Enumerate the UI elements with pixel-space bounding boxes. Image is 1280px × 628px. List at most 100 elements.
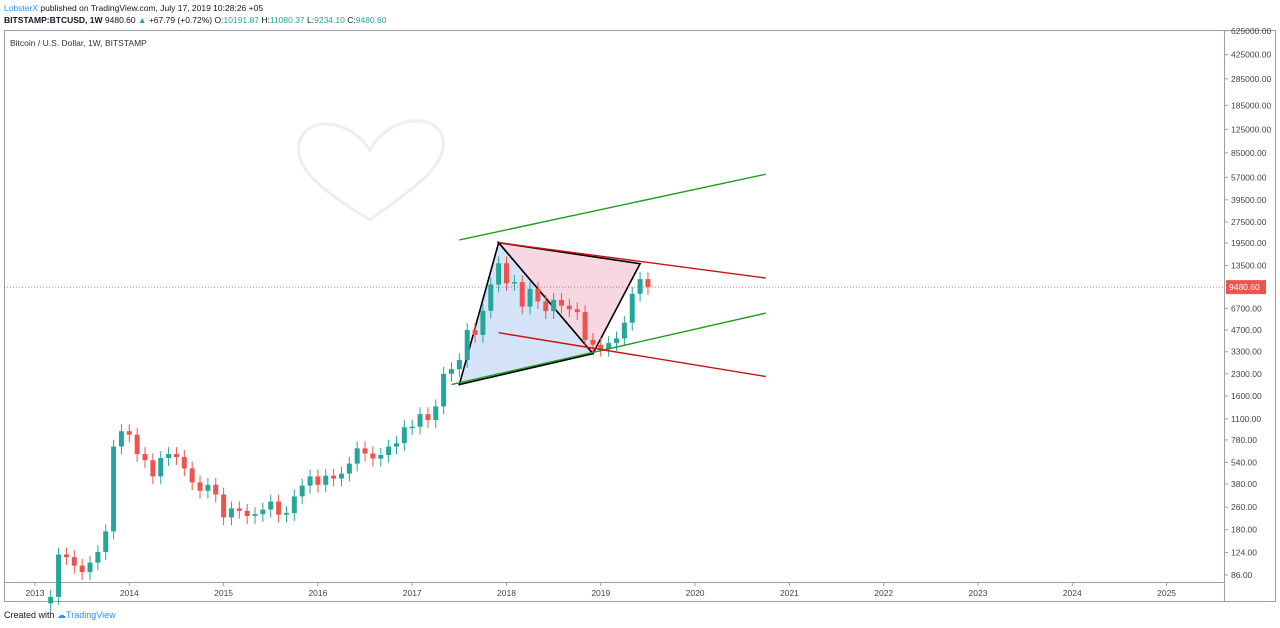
candle-body xyxy=(150,460,156,477)
x-tick-label: 2013 xyxy=(26,588,45,598)
candle-body xyxy=(511,282,517,284)
created-with-text: Created with xyxy=(4,610,55,620)
candle-body xyxy=(346,463,352,474)
tradingview-brand[interactable]: TradingView xyxy=(66,610,116,620)
candle-body xyxy=(441,373,447,407)
x-tick-label: 2021 xyxy=(780,588,799,598)
candle-body xyxy=(299,485,305,497)
candle-body xyxy=(56,554,62,597)
y-tick-label: 1100.00 xyxy=(1231,414,1261,424)
last-price-badge xyxy=(1226,280,1266,295)
low-label: L: xyxy=(307,15,315,25)
low-value: 9234.10 xyxy=(314,15,345,25)
y-tick-label: 3300.00 xyxy=(1231,347,1262,357)
candle-body xyxy=(488,284,494,311)
candle-body xyxy=(582,312,588,340)
candle-body xyxy=(71,557,77,566)
candle-body xyxy=(456,360,462,370)
candle-body xyxy=(283,513,289,515)
candle-body xyxy=(173,454,179,458)
y-tick-label: 180.00 xyxy=(1231,525,1257,535)
candle-body xyxy=(103,531,109,553)
candle-body xyxy=(158,458,164,477)
channel-red-upper xyxy=(498,241,766,279)
candle-body xyxy=(401,427,407,444)
y-tick-label: 124.00 xyxy=(1231,547,1257,557)
x-tick-label: 2020 xyxy=(686,588,705,598)
x-tick-label: 2023 xyxy=(969,588,988,598)
candle-body xyxy=(574,309,580,313)
tradingview-logo-icon: ☁ xyxy=(57,610,67,620)
candle-body xyxy=(260,509,266,515)
candle-body xyxy=(409,426,415,429)
candle-body xyxy=(307,476,313,486)
candle-body xyxy=(228,508,234,518)
candle-body xyxy=(527,288,533,307)
x-tick-label: 2019 xyxy=(591,588,610,598)
candle-body xyxy=(338,473,344,479)
y-tick-label: 6700.00 xyxy=(1231,303,1262,313)
high-label: H: xyxy=(261,15,270,25)
heart-watermark xyxy=(297,119,445,222)
candle-body xyxy=(291,496,297,514)
candle-body xyxy=(425,414,431,421)
candle-body xyxy=(79,565,85,573)
y-tick-label: 1600.00 xyxy=(1231,391,1262,401)
y-tick-label: 86.00 xyxy=(1231,570,1253,580)
x-tick-label: 2016 xyxy=(308,588,327,598)
candle-body xyxy=(331,475,337,479)
y-tick-label: 39500.00 xyxy=(1231,195,1267,205)
channel-green-lower xyxy=(451,312,766,386)
candle-body xyxy=(543,301,549,312)
candle-body xyxy=(362,448,368,454)
y-tick-label: 425000.00 xyxy=(1231,49,1271,59)
candle-body xyxy=(606,343,612,349)
candle-body xyxy=(189,468,195,483)
price-change: +67.79 (+0.72%) xyxy=(148,15,213,25)
candle-body xyxy=(433,406,439,421)
candle-body xyxy=(417,414,423,427)
candle-body xyxy=(276,501,282,515)
candle-body xyxy=(118,431,124,447)
candle-body xyxy=(48,596,54,604)
footer: Created with ☁TradingView xyxy=(4,610,116,621)
x-tick-label: 2014 xyxy=(120,588,139,598)
candle-body xyxy=(637,279,643,294)
y-tick-label: 780.00 xyxy=(1231,435,1257,445)
candle-body xyxy=(645,279,651,288)
candle-body xyxy=(559,299,565,306)
candle-body xyxy=(134,434,140,455)
candle-body xyxy=(268,501,274,510)
last-price-label: 9480.60 xyxy=(1229,282,1260,292)
open-label: O: xyxy=(214,15,224,25)
symbol-label: BITSTAMP:BTCUSD, 1W xyxy=(4,15,103,25)
candle-body xyxy=(504,263,509,284)
candle-body xyxy=(535,288,541,302)
y-tick-label: 2300.00 xyxy=(1231,369,1262,379)
candle-body xyxy=(197,482,203,491)
author-link[interactable]: LobsterX xyxy=(4,3,39,13)
y-tick-label: 540.00 xyxy=(1231,457,1257,467)
y-tick-label: 19500.00 xyxy=(1231,238,1267,248)
candle-body xyxy=(252,514,258,517)
candle-body xyxy=(181,457,187,469)
channel-red-lower xyxy=(498,332,766,378)
candle-body xyxy=(370,453,376,459)
chart-header: LobsterX published on TradingView.com, J… xyxy=(4,2,386,26)
x-tick-label: 2018 xyxy=(497,588,516,598)
candle-body xyxy=(323,475,329,485)
x-tick-label: 2017 xyxy=(403,588,422,598)
candle-body xyxy=(629,293,635,323)
candle-body xyxy=(598,344,604,349)
candle-body xyxy=(354,448,360,464)
candle-body xyxy=(448,369,454,374)
x-tick-label: 2025 xyxy=(1157,588,1176,598)
candle-body xyxy=(614,338,620,344)
candle-body xyxy=(221,494,227,518)
open-value: 10191.87 xyxy=(223,15,259,25)
candle-body xyxy=(142,454,148,461)
y-tick-label: 27500.00 xyxy=(1231,217,1267,227)
candle-body xyxy=(63,554,69,558)
x-tick-label: 2015 xyxy=(214,588,233,598)
